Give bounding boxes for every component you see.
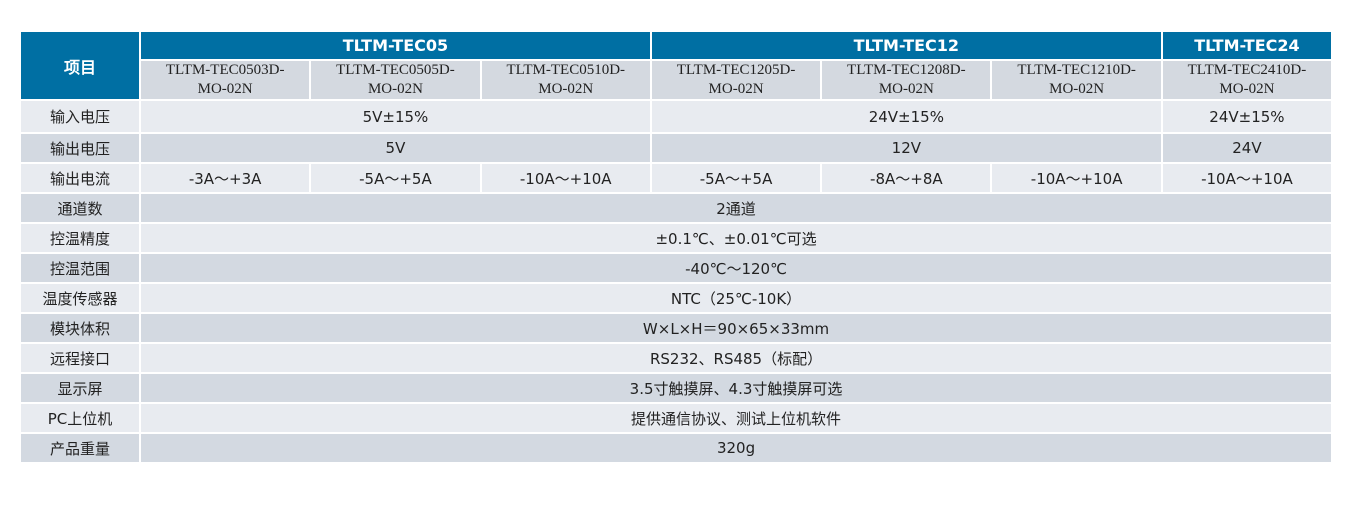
table-row-input-voltage: 输入电压 5V±15% 24V±15% 24V±15% (19, 99, 1334, 134)
table-row-precision: 控温精度 ±0.1℃、±0.01℃可选 (19, 222, 1334, 254)
model-header: TLTM-TEC0510D- MO-02N (479, 59, 652, 101)
table-row-size: 模块体积 W×L×H＝90×65×33mm (19, 312, 1334, 344)
model-header: TLTM-TEC0503D- MO-02N (138, 59, 312, 101)
group-header-tec05: TLTM-TEC05 (139, 30, 652, 61)
table-row-range: 控温范围 -40℃～120℃ (19, 252, 1334, 284)
row-label: 通道数 (19, 192, 141, 224)
cell: -10A～+10A (990, 162, 1163, 194)
cell: -10A～+10A (1160, 162, 1334, 194)
cell: -5A～+5A (309, 162, 482, 194)
row-label: 显示屏 (19, 372, 141, 404)
table-row-pc: PC上位机 提供通信协议、测试上位机软件 (19, 402, 1334, 434)
table-row-channels: 通道数 2通道 (19, 192, 1334, 224)
row-label: 产品重量 (19, 432, 141, 464)
cell: -40℃～120℃ (138, 252, 1334, 284)
cell: 5V±15% (139, 99, 652, 134)
row-label: 远程接口 (19, 342, 141, 374)
table-row-display: 显示屏 3.5寸触摸屏、4.3寸触摸屏可选 (19, 372, 1334, 404)
cell: 24V±15% (1160, 99, 1334, 134)
cell: -5A～+5A (649, 162, 823, 194)
model-header: TLTM-TEC0505D- MO-02N (309, 59, 482, 101)
row-label: 温度传感器 (19, 282, 141, 314)
cell: 24V (1160, 132, 1334, 164)
group-header-tec24: TLTM-TEC24 (1160, 30, 1334, 61)
model-header: TLTM-TEC1205D- MO-02N (649, 59, 823, 101)
cell: -3A～+3A (138, 162, 312, 194)
table-row-weight: 产品重量 320g (19, 432, 1334, 464)
row-label: 输出电压 (19, 132, 141, 164)
header-group-row: 项目 TLTM-TEC05 TLTM-TEC12 TLTM-TEC24 (19, 30, 1334, 101)
cell: 12V (649, 132, 1163, 164)
cell: 3.5寸触摸屏、4.3寸触摸屏可选 (138, 372, 1334, 404)
row-label: 控温范围 (19, 252, 141, 284)
cell: 2通道 (138, 192, 1334, 224)
cell: W×L×H＝90×65×33mm (138, 312, 1334, 344)
spec-table: 项目 TLTM-TEC05 TLTM-TEC12 TLTM-TEC24 TLTM… (19, 30, 1334, 464)
model-header: TLTM-TEC2410D- MO-02N (1160, 59, 1334, 101)
header-model-row: TLTM-TEC0503D- MO-02N TLTM-TEC0505D- MO-02… (20, 59, 1334, 101)
cell: RS232、RS485（标配） (138, 342, 1334, 374)
row-label: PC上位机 (19, 402, 141, 434)
model-header: TLTM-TEC1210D- MO-02N (990, 59, 1163, 101)
item-header: 项目 (19, 30, 141, 101)
cell: -8A～+8A (820, 162, 993, 194)
group-header-tec12: TLTM-TEC12 (649, 30, 1163, 61)
row-label: 控温精度 (19, 222, 141, 254)
row-label: 输出电流 (19, 162, 141, 194)
table-row-output-current: 输出电流 -3A～+3A -5A～+5A -10A～+10A -5A～+5A -… (19, 162, 1334, 194)
row-label: 模块体积 (19, 312, 141, 344)
cell: -10A～+10A (479, 162, 652, 194)
cell: 5V (139, 132, 652, 164)
model-header: TLTM-TEC1208D- MO-02N (820, 59, 993, 101)
cell: 提供通信协议、测试上位机软件 (138, 402, 1334, 434)
cell: ±0.1℃、±0.01℃可选 (138, 222, 1334, 254)
cell: 320g (138, 432, 1334, 464)
row-label: 输入电压 (19, 99, 141, 134)
cell: 24V±15% (649, 99, 1163, 134)
table-row-remote: 远程接口 RS232、RS485（标配） (19, 342, 1334, 374)
table-row-output-voltage: 输出电压 5V 12V 24V (19, 132, 1334, 164)
table-row-sensor: 温度传感器 NTC（25℃-10K） (19, 282, 1334, 314)
cell: NTC（25℃-10K） (138, 282, 1334, 314)
